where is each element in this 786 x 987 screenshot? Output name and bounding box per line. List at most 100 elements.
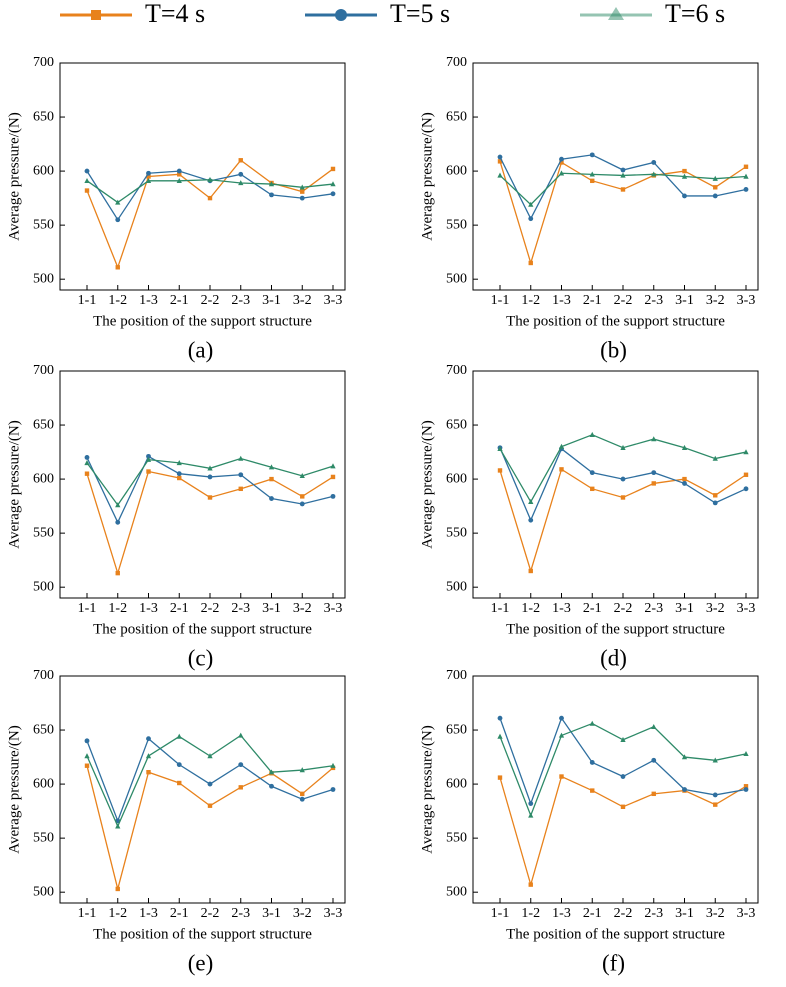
y-tick-label: 650 xyxy=(446,417,467,432)
data-point xyxy=(559,467,564,472)
plot-frame xyxy=(59,370,346,599)
data-point xyxy=(528,517,534,523)
panel-label: (b) xyxy=(600,337,627,362)
data-point xyxy=(651,160,657,165)
x-tick-label: 2-3 xyxy=(644,293,663,308)
data-point xyxy=(620,476,626,482)
x-tick-label: 3-3 xyxy=(737,906,756,921)
data-point xyxy=(651,723,657,730)
y-tick-label: 700 xyxy=(446,668,467,683)
data-point xyxy=(115,823,121,829)
data-point xyxy=(146,453,151,459)
data-point xyxy=(330,787,336,792)
data-point xyxy=(528,812,534,818)
y-axis-label: Average pressure/(N) xyxy=(6,725,22,853)
y-tick-label: 550 xyxy=(33,217,54,232)
data-point xyxy=(589,760,595,765)
x-tick-label: 1-3 xyxy=(552,906,571,921)
data-point xyxy=(84,455,90,460)
data-point xyxy=(743,750,749,757)
y-tick-label: 550 xyxy=(446,830,467,845)
data-point xyxy=(238,158,243,163)
data-point xyxy=(238,486,243,492)
y-tick-label: 500 xyxy=(446,579,467,594)
plot-frame xyxy=(472,370,759,599)
data-point xyxy=(176,733,182,739)
data-point xyxy=(713,185,718,190)
x-tick-label: 1-3 xyxy=(139,906,158,921)
data-point xyxy=(743,164,749,169)
data-point xyxy=(528,216,534,222)
data-point xyxy=(589,171,595,177)
data-point xyxy=(589,431,595,437)
data-point xyxy=(115,199,121,205)
panel-label: (d) xyxy=(600,645,627,670)
data-point xyxy=(330,191,336,197)
data-point xyxy=(620,774,626,779)
x-axis-label: The position of the support structure xyxy=(506,621,725,637)
x-axis-label: The position of the support structure xyxy=(93,926,312,942)
x-tick-label: 1-1 xyxy=(491,906,510,921)
data-point xyxy=(590,178,595,184)
data-point xyxy=(115,886,120,892)
x-tick-label: 3-1 xyxy=(675,601,694,616)
y-tick-label: 700 xyxy=(446,363,467,378)
x-tick-label: 1-1 xyxy=(78,293,97,308)
y-tick-label: 500 xyxy=(33,579,54,594)
data-point xyxy=(238,785,243,790)
y-axis-label: Average pressure/(N) xyxy=(6,112,22,240)
data-point xyxy=(176,762,182,768)
data-point xyxy=(497,733,503,739)
data-point xyxy=(330,493,336,499)
x-tick-label: 1-2 xyxy=(521,601,540,616)
x-tick-label: 1-3 xyxy=(139,601,158,616)
x-axis-label: The position of the support structure xyxy=(93,621,312,637)
x-tick-label: 3-1 xyxy=(262,906,281,921)
data-point xyxy=(743,472,749,477)
x-tick-label: 1-3 xyxy=(139,293,158,308)
data-point xyxy=(682,476,687,482)
y-tick-label: 600 xyxy=(33,776,54,791)
x-tick-label: 2-3 xyxy=(231,601,250,616)
data-point xyxy=(651,470,657,476)
data-point xyxy=(743,787,749,792)
x-tick-label: 2-3 xyxy=(644,601,663,616)
data-point xyxy=(497,445,503,452)
data-point xyxy=(177,780,182,786)
x-axis-label: The position of the support structure xyxy=(93,313,312,329)
data-point xyxy=(743,486,749,492)
x-tick-label: 2-1 xyxy=(583,601,602,616)
y-tick-label: 650 xyxy=(446,722,467,737)
data-point xyxy=(559,160,564,165)
data-point xyxy=(299,195,305,201)
data-point xyxy=(681,754,688,760)
data-point xyxy=(330,166,336,172)
data-point xyxy=(299,501,305,507)
data-point xyxy=(146,170,151,176)
data-point xyxy=(743,449,749,455)
data-point xyxy=(115,570,120,576)
data-point xyxy=(712,757,718,763)
x-tick-label: 1-2 xyxy=(521,906,540,921)
data-point xyxy=(651,757,657,763)
y-tick-label: 650 xyxy=(446,109,467,124)
data-point xyxy=(620,172,626,178)
data-point xyxy=(559,156,564,162)
x-tick-label: 3-1 xyxy=(262,293,281,308)
data-point xyxy=(651,791,656,797)
x-tick-label: 2-1 xyxy=(583,293,602,308)
data-point xyxy=(84,168,90,174)
data-point xyxy=(528,568,533,574)
data-point xyxy=(330,463,336,469)
y-tick-label: 550 xyxy=(33,525,54,540)
data-point xyxy=(84,738,90,744)
data-point xyxy=(84,763,90,768)
data-point xyxy=(497,172,503,178)
y-tick-label: 550 xyxy=(446,525,467,540)
data-point xyxy=(651,436,657,442)
x-axis-label: The position of the support structure xyxy=(506,926,725,942)
y-axis-label: Average pressure/(N) xyxy=(419,112,435,240)
data-point xyxy=(713,493,718,498)
